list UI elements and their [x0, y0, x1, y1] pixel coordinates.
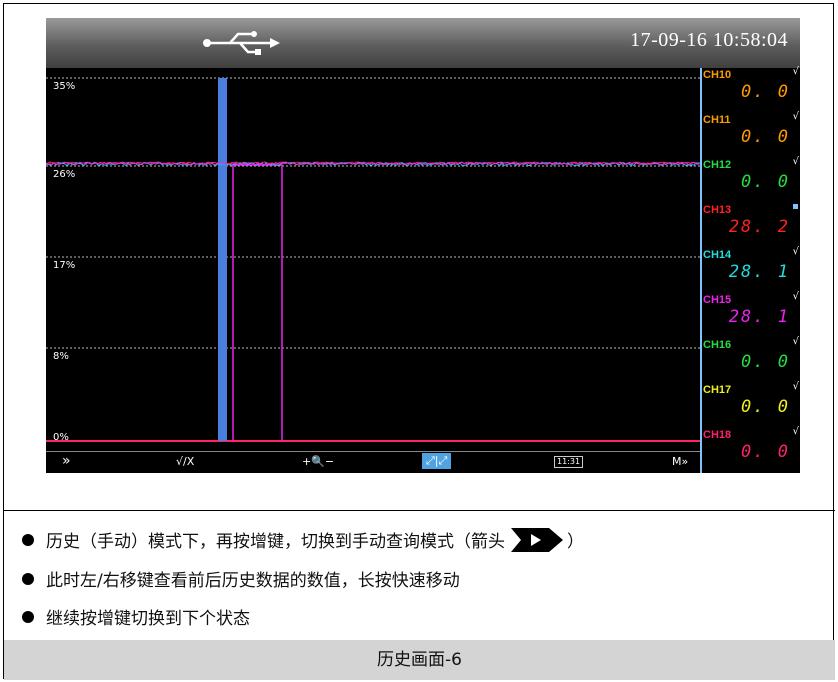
usb-icon	[203, 31, 280, 55]
channel-ch17[interactable]: CH17 √ 0. 0	[702, 381, 800, 428]
check-mark: √	[792, 156, 799, 167]
y-label-35: 35%	[53, 81, 76, 92]
channel-name: CH17	[703, 384, 732, 396]
channel-name: CH18	[703, 429, 732, 441]
check-mark: √	[792, 66, 799, 77]
y-label-0: 0%	[53, 432, 69, 443]
bottom-toolbar: » √/X +🔍− ⤢|⤢ 11:31 M»	[46, 451, 700, 473]
channel-value: 0. 0	[741, 127, 790, 147]
more-button[interactable]: M»	[672, 455, 689, 468]
channel-name: CH10	[703, 69, 732, 81]
channel-value: 28. 1	[728, 262, 790, 282]
check-mark: √	[792, 381, 799, 392]
channel-value: 0. 0	[741, 172, 790, 192]
device-screen: 17-09-16 10:58:04 35% 26% 17% 8% 0% » √/…	[46, 18, 800, 473]
instruction-text: 继续按增键切换到下个状态	[46, 609, 250, 629]
cursor-bar	[218, 78, 227, 441]
instruction-item: 继续按增键切换到下个状态	[22, 604, 250, 629]
channel-ch11[interactable]: CH11 √ 0. 0	[702, 111, 800, 158]
channel-ch18[interactable]: CH18 √ 0. 0	[702, 426, 800, 473]
selected-marker-icon	[793, 204, 798, 209]
check-mark: √	[792, 111, 799, 122]
y-label-17: 17%	[53, 260, 76, 271]
instruction-item: 此时左/右移键查看前后历史数据的数值，长按快速移动	[22, 566, 460, 591]
bullet-icon	[22, 610, 34, 623]
instruction-text: 此时左/右移键查看前后历史数据的数值，长按快速移动	[46, 571, 460, 591]
channel-value: 28. 1	[728, 307, 790, 327]
channel-ch13[interactable]: CH13 28. 2	[702, 203, 800, 248]
instruction-text: 历史（手动）模式下，再按增键，切换到手动查询模式（箭头	[46, 532, 505, 552]
page-frame: 17-09-16 10:58:04 35% 26% 17% 8% 0% » √/…	[3, 3, 835, 680]
y-label-8: 8%	[53, 351, 69, 362]
channel-value: 0. 0	[741, 397, 790, 417]
check-mark: √	[792, 336, 799, 347]
channel-value: 0. 0	[741, 82, 790, 102]
channel-value: 0. 0	[741, 352, 790, 372]
channel-name: CH14	[703, 249, 732, 261]
channel-name: CH11	[703, 114, 731, 126]
play-arrow-icon	[511, 527, 563, 552]
channel-name: CH16	[703, 339, 732, 351]
datetime: 17-09-16 10:58:04	[630, 29, 788, 51]
bullet-icon	[22, 533, 34, 546]
channel-name: CH12	[703, 159, 732, 171]
channel-ch16[interactable]: CH16 √ 0. 0	[702, 336, 800, 383]
channel-ch12[interactable]: CH12 √ 0. 0	[702, 156, 800, 203]
check-toggle-button[interactable]: √/X	[176, 455, 195, 468]
channel-ch15[interactable]: CH15 √ 28. 1	[702, 291, 800, 338]
instruction-text-suffix: ）	[567, 532, 584, 552]
channel-ch14[interactable]: CH14 √ 28. 1	[702, 246, 800, 293]
fast-forward-button[interactable]: »	[62, 453, 71, 469]
y-label-26: 26%	[53, 169, 76, 180]
trend-plot: 35% 26% 17% 8% 0%	[46, 68, 700, 451]
figure-caption: 历史画面-6	[4, 640, 835, 680]
instruction-item: 历史（手动）模式下，再按增键，切换到手动查询模式（箭头 ）	[22, 527, 584, 552]
check-mark: √	[792, 291, 799, 302]
time-box-button[interactable]: 11:31	[554, 456, 584, 468]
trend-plot-svg	[46, 77, 700, 442]
instruction-list: 历史（手动）模式下，再按增键，切换到手动查询模式（箭头 ） 此时左/右移键查看前…	[4, 510, 835, 642]
magenta-trace-segment	[232, 164, 283, 441]
channel-name: CH13	[703, 204, 732, 216]
channel-name: CH15	[703, 294, 732, 306]
channel-value: 0. 0	[741, 442, 790, 462]
check-mark: √	[792, 246, 799, 257]
channel-panel: CH10 √ 0. 0 CH11 √ 0. 0 CH12 √ 0. 0 CH13…	[700, 66, 800, 473]
magenta-trace	[46, 161, 700, 166]
cursor-mode-button[interactable]: ⤢|⤢	[422, 453, 452, 469]
status-bar: 17-09-16 10:58:04	[46, 18, 800, 68]
check-mark: √	[792, 426, 799, 437]
zoom-button[interactable]: +🔍−	[302, 455, 335, 468]
channel-ch10[interactable]: CH10 √ 0. 0	[702, 66, 800, 113]
channel-value: 28. 2	[728, 217, 790, 237]
bullet-icon	[22, 572, 34, 585]
